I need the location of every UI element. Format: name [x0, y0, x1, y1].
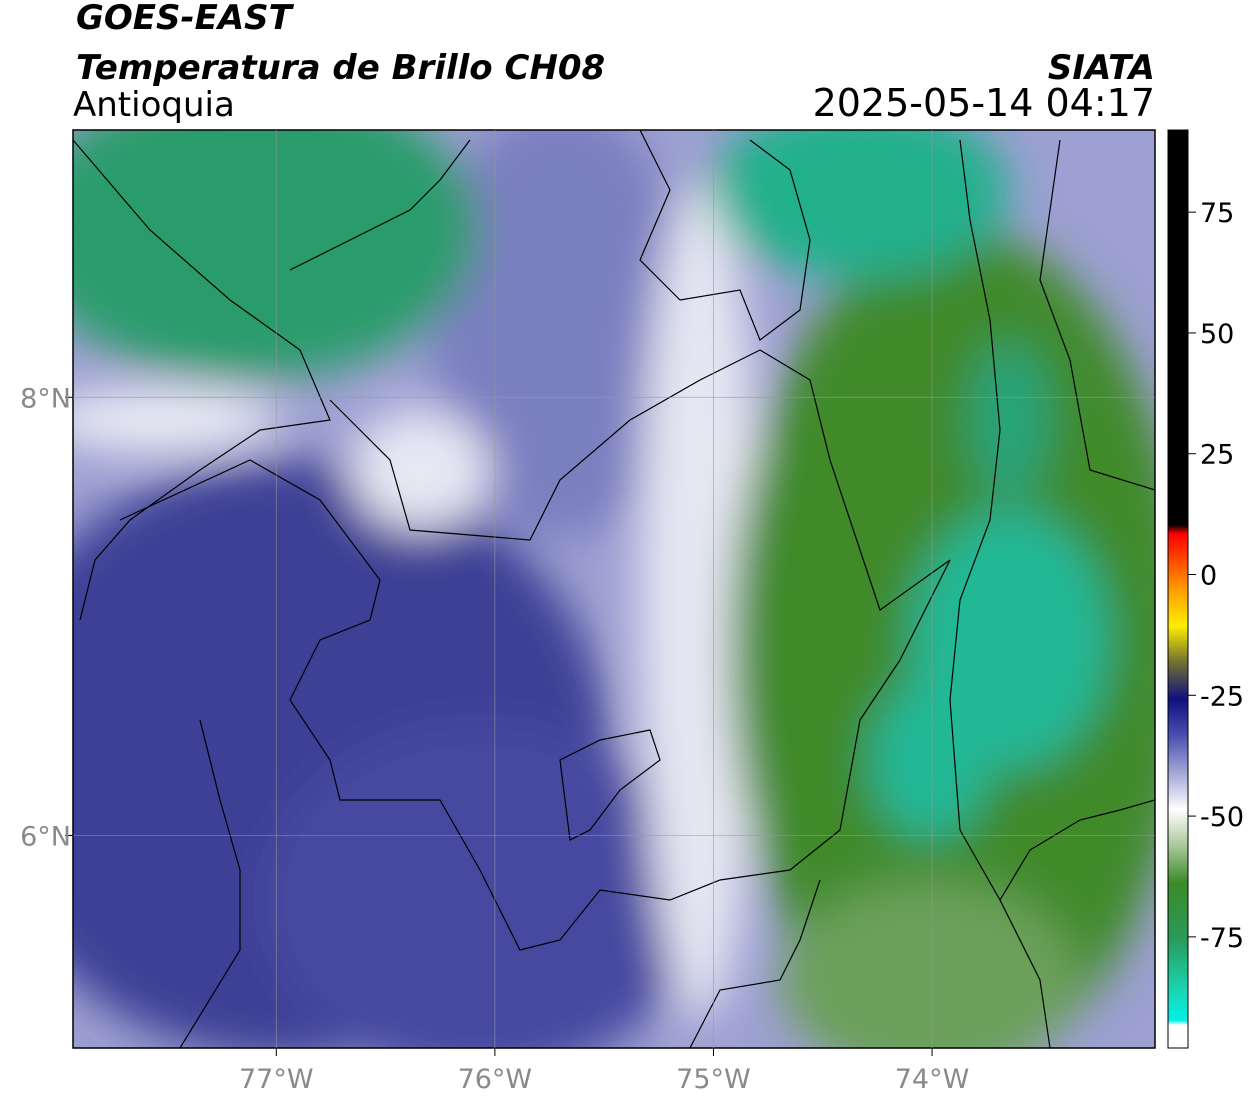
colorbar-label: -50: [1200, 802, 1244, 833]
x-tick-label: 75°W: [676, 1064, 751, 1095]
map-image: [73, 130, 1155, 1048]
title: GOES-EAST: [76, 0, 295, 38]
datetime: 2025-05-14 04:17: [813, 81, 1155, 125]
colorbar-label: 0: [1200, 561, 1217, 592]
x-tick-label: 76°W: [458, 1064, 533, 1095]
map-frame: [72, 129, 1156, 1049]
subtitle: Temperatura de Brillo CH08: [76, 48, 605, 88]
y-tick-label: 6°N: [20, 821, 71, 852]
x-tick-label: 77°W: [239, 1064, 314, 1095]
region: Antioquia: [73, 85, 235, 125]
agency: SIATA: [1048, 48, 1155, 88]
x-tick-label: 74°W: [895, 1064, 970, 1095]
colorbar-label: -25: [1200, 681, 1244, 712]
colorbar-label: 50: [1200, 319, 1234, 350]
colorbar-label: 25: [1200, 440, 1234, 471]
colorbar-label: -75: [1200, 923, 1244, 954]
y-tick-label: 8°N: [20, 383, 71, 414]
colorbar-label: 75: [1200, 198, 1234, 229]
colorbar: [1167, 129, 1189, 1049]
